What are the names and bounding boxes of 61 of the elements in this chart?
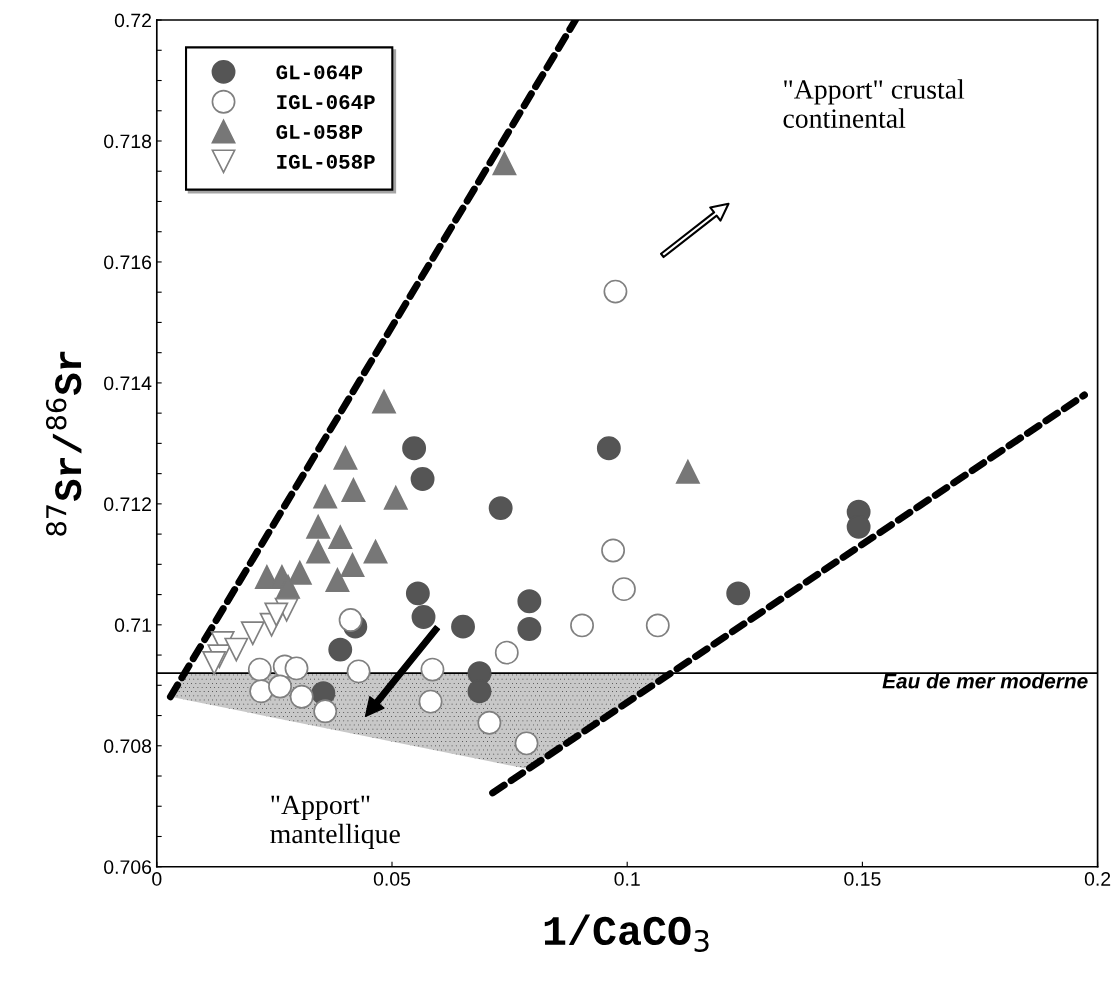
point (488, 496, 513, 521)
point (341, 478, 366, 502)
point (287, 560, 312, 585)
legend-label: GL-058P (276, 124, 363, 140)
point (492, 151, 517, 176)
legend-label: IGL-064P (277, 95, 375, 110)
y-axis-title: $^{87}$Sr/$^{86}$Sr (45, 351, 82, 536)
y-tick-label: 0.72 (114, 13, 151, 28)
point (346, 659, 371, 684)
point (338, 608, 363, 632)
y-tick-label: 0.71 (114, 618, 151, 633)
point (306, 539, 331, 564)
point (325, 568, 350, 593)
y-tick-label: 0.714 (104, 376, 152, 391)
point (289, 684, 314, 709)
x-tick-label: 0 (152, 872, 162, 886)
legend-label: IGL-058P (277, 154, 375, 169)
point (284, 656, 309, 681)
y-tick-label: 0.708 (104, 739, 152, 754)
ref-line-label: Eau de mer moderne (882, 673, 1088, 689)
x-tick-label: 0.15 (844, 872, 881, 886)
point (410, 467, 435, 492)
point (451, 614, 475, 639)
point (467, 679, 492, 704)
point (402, 436, 427, 461)
x-tick-label: 0.1 (614, 872, 640, 886)
x-tick-label: 0.2 (1084, 872, 1111, 886)
point (306, 514, 331, 539)
point (202, 650, 227, 675)
point (328, 637, 353, 662)
y-tick-label: 0.716 (104, 255, 152, 270)
x-tick-label: 0.05 (373, 872, 411, 886)
point (328, 525, 353, 550)
point (333, 445, 358, 470)
point (517, 617, 542, 641)
legend-label: GL-064P (276, 65, 363, 80)
point (418, 689, 443, 714)
point (477, 710, 502, 735)
y-tick-label: 0.718 (104, 134, 152, 149)
point (675, 459, 700, 484)
point (363, 539, 388, 564)
point (268, 674, 292, 699)
point (249, 679, 274, 704)
point (276, 574, 300, 599)
x-axis-title: 1/CaCO$_{3}$ (544, 914, 709, 952)
point (340, 552, 365, 577)
point (405, 581, 430, 606)
y-tick-label: 0.706 (104, 860, 152, 874)
point (313, 484, 338, 509)
point (517, 589, 542, 614)
annotation: "Apport" mantellique (270, 795, 400, 849)
point (411, 605, 436, 629)
annotation: "Apport" crustal continental (783, 79, 965, 128)
point (420, 657, 445, 682)
point (596, 436, 621, 461)
point (514, 731, 539, 756)
y-tick-label: 0.712 (104, 497, 151, 512)
point (383, 485, 408, 510)
point (313, 699, 338, 724)
point (372, 389, 396, 414)
point (726, 581, 751, 606)
